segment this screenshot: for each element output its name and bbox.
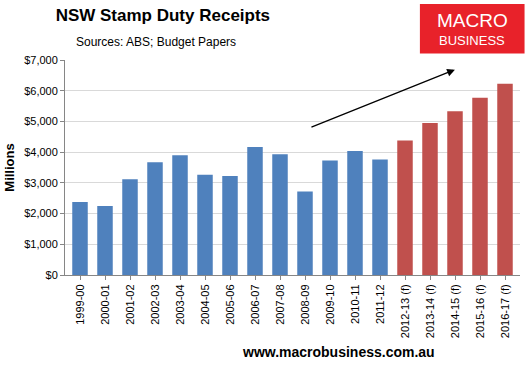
svg-text:2007-08: 2007-08 <box>274 284 286 324</box>
svg-text:$5,000: $5,000 <box>24 115 58 127</box>
svg-text:2012-13 (f): 2012-13 (f) <box>399 284 411 338</box>
svg-text:2005-06: 2005-06 <box>224 284 236 324</box>
svg-text:$2,000: $2,000 <box>24 207 58 219</box>
svg-text:Sources: ABS; Budget Papers: Sources: ABS; Budget Papers <box>76 35 236 49</box>
svg-text:BUSINESS: BUSINESS <box>439 33 505 48</box>
svg-text:$3,000: $3,000 <box>24 177 58 189</box>
svg-text:$0: $0 <box>46 269 58 281</box>
svg-text:2008-09: 2008-09 <box>299 284 311 324</box>
svg-text:Millions: Millions <box>2 143 17 191</box>
svg-text:2003-04: 2003-04 <box>174 284 186 324</box>
svg-text:www.macrobusiness.com.au: www.macrobusiness.com.au <box>242 344 435 360</box>
svg-text:2006-07: 2006-07 <box>249 284 261 324</box>
svg-text:$1,000: $1,000 <box>24 238 58 250</box>
svg-text:1999-00: 1999-00 <box>74 284 86 324</box>
svg-text:MACRO: MACRO <box>437 10 508 31</box>
svg-text:2002-03: 2002-03 <box>149 284 161 324</box>
svg-text:$6,000: $6,000 <box>24 85 58 97</box>
svg-text:2001-02: 2001-02 <box>124 284 136 324</box>
svg-text:2016-17 (f): 2016-17 (f) <box>499 284 511 338</box>
svg-text:$4,000: $4,000 <box>24 146 58 158</box>
svg-text:$7,000: $7,000 <box>24 54 58 66</box>
svg-text:NSW Stamp Duty Receipts: NSW Stamp Duty Receipts <box>56 6 270 25</box>
svg-text:2004-05: 2004-05 <box>199 284 211 324</box>
svg-text:2000-01: 2000-01 <box>99 284 111 324</box>
svg-text:2009-10: 2009-10 <box>324 284 336 324</box>
svg-text:2010-11: 2010-11 <box>349 284 361 324</box>
svg-text:2015-16 (f): 2015-16 (f) <box>474 284 486 338</box>
svg-text:2011-12: 2011-12 <box>374 284 386 324</box>
svg-text:2014-15 (f): 2014-15 (f) <box>449 284 461 338</box>
svg-text:2013-14 (f): 2013-14 (f) <box>424 284 436 338</box>
